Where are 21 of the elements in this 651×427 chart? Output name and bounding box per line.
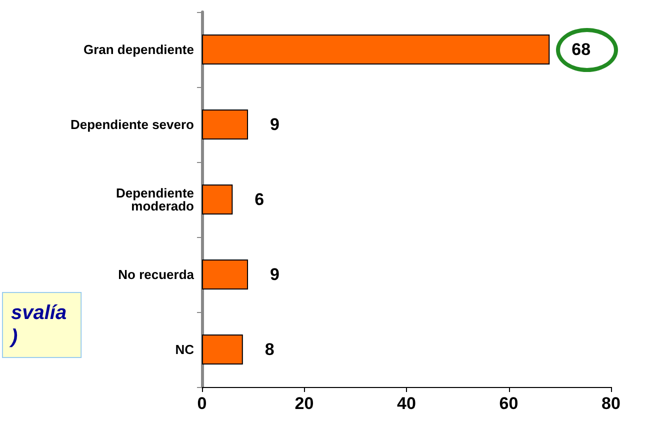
bar [202, 110, 248, 140]
bar [202, 184, 233, 214]
bar [202, 260, 248, 290]
y-tick-label: No recuerda [118, 267, 195, 282]
y-tick-label: Dependiente severo [70, 117, 194, 132]
y-tick-label: Dependiente moderado [116, 186, 194, 214]
x-tick-label: 20 [294, 394, 314, 413]
x-tick-label: 40 [397, 394, 416, 413]
data-label: 8 [264, 340, 274, 359]
x-tick-label: 0 [197, 394, 207, 413]
data-label: 9 [270, 265, 280, 284]
x-tick-label: 80 [602, 394, 620, 413]
text: svalía ) [9, 302, 67, 348]
bar [202, 334, 243, 364]
y-tick-label: Gran dependiente [83, 42, 194, 57]
data-label: 6 [254, 190, 264, 209]
data-label: 9 [270, 115, 280, 134]
y-tick-label: NC [175, 342, 195, 357]
x-tick-label: 60 [499, 394, 518, 413]
data-label: 68 [572, 40, 591, 59]
bar [202, 34, 550, 64]
